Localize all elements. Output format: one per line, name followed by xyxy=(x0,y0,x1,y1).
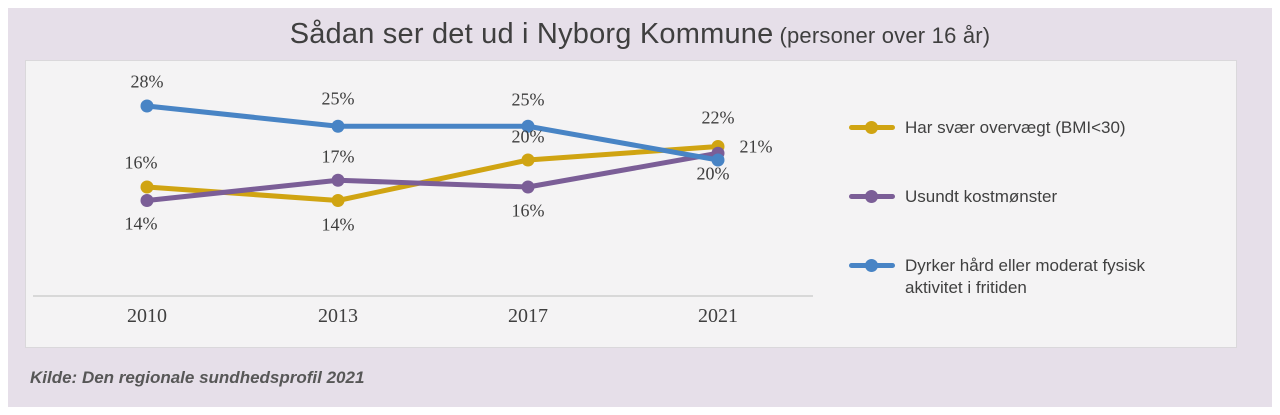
point-label: 25% xyxy=(321,88,355,109)
data-point xyxy=(521,119,535,133)
data-point xyxy=(521,180,535,194)
line-chart xyxy=(33,99,813,297)
legend-item: Usundt kostmønster xyxy=(849,186,1171,208)
x-axis-tick-label: 2010 xyxy=(127,305,167,327)
data-point xyxy=(711,153,725,167)
infographic-card: Sådan ser det ud i Nyborg Kommune (person… xyxy=(8,8,1272,407)
data-point xyxy=(140,99,154,113)
point-label: 17% xyxy=(321,146,355,167)
x-axis-tick-label: 2013 xyxy=(318,305,358,327)
data-point xyxy=(331,119,345,133)
x-axis-tick-label: 2021 xyxy=(698,305,738,327)
chart-legend: Har svær overvægt (BMI<30) Usundt kostmøn… xyxy=(849,117,1171,299)
chart-title-main: Sådan ser det ud i Nyborg Kommune xyxy=(289,18,774,50)
legend-item: Dyrker hård eller moderat fysisk aktivit… xyxy=(849,255,1171,299)
x-axis-tick-label: 2017 xyxy=(508,305,548,327)
chart-panel: 16% 14% 20% 22% 14% 17% 16% 21% 28% 25% 25% 20% 201… xyxy=(25,60,1237,348)
legend-label: Har svær overvægt (BMI<30) xyxy=(905,118,1126,137)
data-point xyxy=(331,194,345,207)
legend-marker-icon xyxy=(849,255,899,277)
legend-label: Usundt kostmønster xyxy=(905,187,1058,206)
source-note: Kilde: Den regionale sundhedsprofil 2021 xyxy=(30,368,365,387)
chart-title: Sådan ser det ud i Nyborg Kommune (person… xyxy=(8,18,1272,51)
series-line xyxy=(144,150,721,203)
point-label: 22% xyxy=(701,107,735,127)
point-label: 16% xyxy=(511,200,545,221)
legend-marker-icon xyxy=(849,117,899,139)
chart-title-suffix: (personer over 16 år) xyxy=(779,23,991,48)
legend-marker-icon xyxy=(849,186,899,208)
data-point xyxy=(521,153,535,167)
point-label: 28% xyxy=(130,71,164,92)
point-label: 25% xyxy=(511,89,545,110)
legend-label: Dyrker hård eller moderat fysisk aktivit… xyxy=(905,256,1145,297)
data-point xyxy=(331,173,345,187)
series-line xyxy=(144,103,721,163)
point-label: 21% xyxy=(739,136,773,157)
point-label: 14% xyxy=(124,213,158,233)
series-line xyxy=(144,144,721,203)
data-point xyxy=(140,180,154,194)
point-label: 16% xyxy=(124,152,158,173)
point-label: 20% xyxy=(511,126,545,147)
legend-item: Har svær overvægt (BMI<30) xyxy=(849,117,1171,139)
data-point xyxy=(140,194,154,207)
point-label: 14% xyxy=(321,214,355,234)
point-label: 20% xyxy=(696,163,730,184)
